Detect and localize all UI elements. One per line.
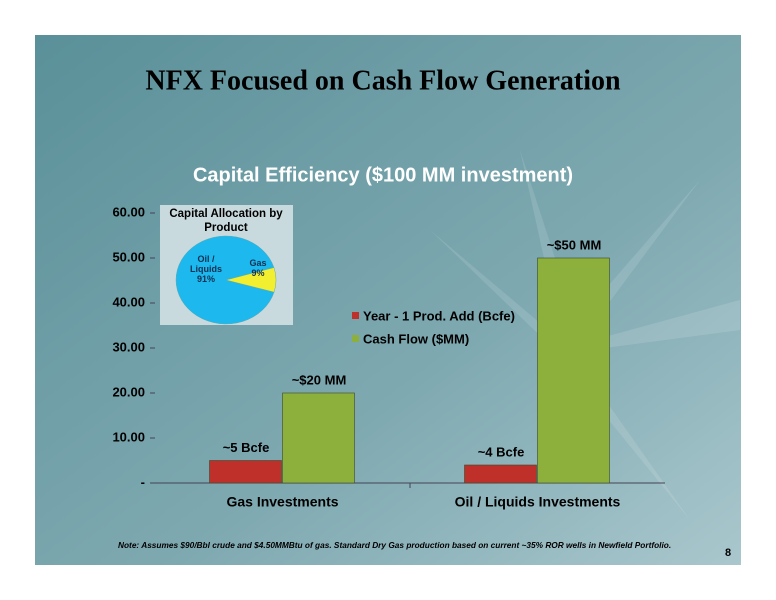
pie-title: Capital Allocation by Product [169, 208, 283, 234]
y-tick-label: 40.00 [112, 294, 145, 309]
slide-title: NFX Focused on Cash Flow Generation [145, 65, 621, 96]
pie-value-label: 91% [196, 274, 215, 284]
data-label: ~$50 MM [547, 237, 602, 252]
bar [282, 392, 355, 484]
pie-slice [175, 235, 275, 325]
pie-slice [225, 267, 277, 293]
y-tick-label: 60.00 [112, 204, 145, 219]
legend-label: Cash Flow ($MM) [363, 331, 469, 346]
x-tick-label: Gas Investments [226, 494, 338, 510]
y-tick-label: 50.00 [112, 249, 145, 264]
bar [464, 464, 537, 484]
pie-value-label: 9% [251, 268, 265, 278]
y-tick-label: 10.00 [112, 429, 145, 444]
data-label: ~$20 MM [292, 372, 347, 387]
slide-background [35, 35, 741, 565]
pie-category-label: Gas [249, 258, 267, 268]
data-label: ~4 Bcfe [478, 444, 525, 459]
data-label: ~5 Bcfe [223, 440, 270, 455]
chart-title: Capital Efficiency ($100 MM investment) [193, 164, 573, 186]
legend-label: Year - 1 Prod. Add (Bcfe) [363, 308, 515, 323]
y-tick-label: 30.00 [112, 339, 145, 354]
page-number: 8 [725, 547, 731, 559]
legend-swatch [352, 335, 359, 342]
x-tick-label: Oil / Liquids Investments [455, 494, 621, 510]
legend-swatch [352, 312, 359, 319]
bar [537, 257, 610, 484]
pie-category-label: Oil / Liquids [190, 254, 222, 274]
footnote: Note: Assumes $90/Bbl crude and $4.50MMB… [118, 540, 671, 550]
y-tick-label: 20.00 [112, 384, 145, 399]
y-tick-label: - [141, 474, 145, 489]
bar [209, 460, 282, 484]
